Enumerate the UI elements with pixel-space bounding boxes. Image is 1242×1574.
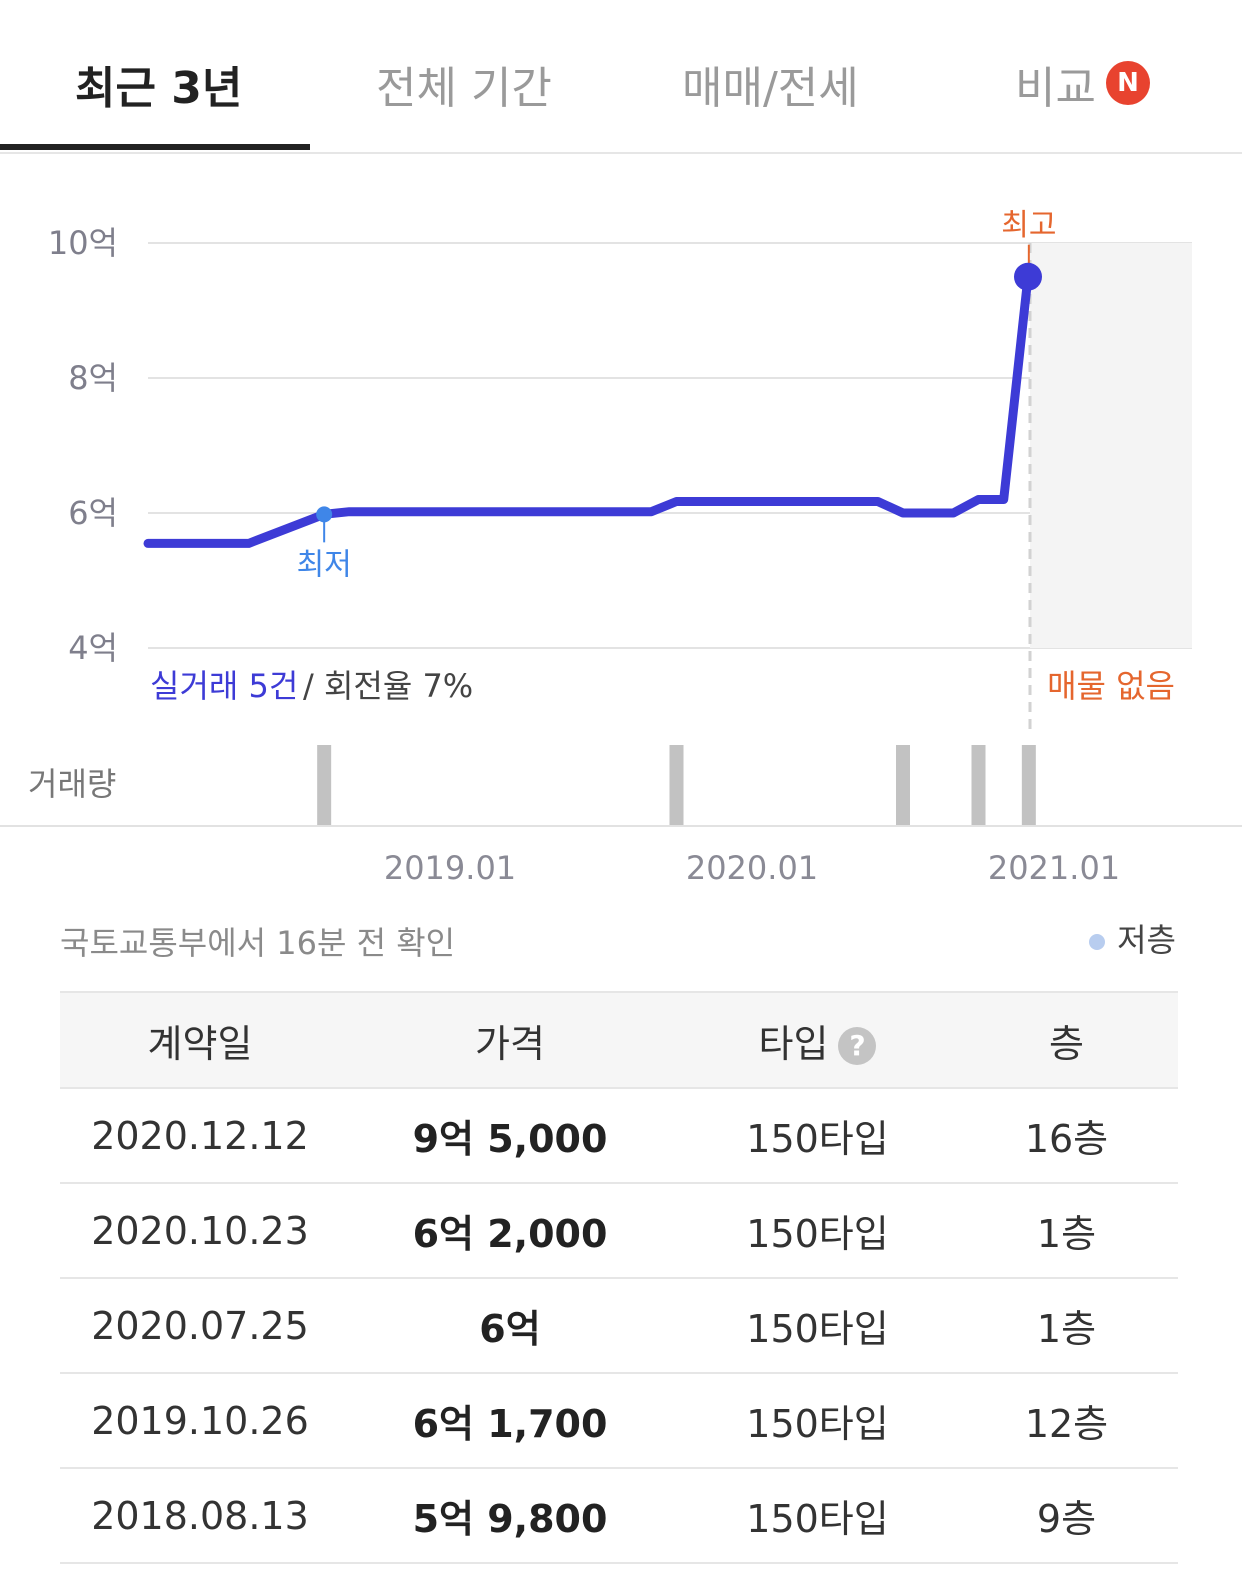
volume-bar [669,745,684,825]
row-type: 150타입 [680,1183,955,1279]
period-tabs: 최근 3년 전체 기간 매매/전세 비교 N [0,0,1242,154]
row-type: 150타입 [680,1468,955,1564]
tab-all-period[interactable]: 전체 기간 [376,63,552,114]
no-listing-label: 매물 없음 [1047,667,1175,705]
y-tick-label: 4억 [68,629,118,667]
row-date: 2018.08.13 [60,1468,340,1564]
row-type: 150타입 [680,1088,955,1184]
header-contract-date: 계약일 [60,991,340,1089]
high-point-label: 최고 [1001,208,1056,243]
table-row[interactable]: 2020.12.12 9억 5,000 150타입 16층 [60,1088,1178,1184]
volume-label: 거래량 [28,765,116,803]
row-floor: 12층 [955,1373,1178,1469]
header-floor: 층 [955,991,1178,1089]
row-floor: 1층 [955,1278,1178,1374]
price-series-line [143,272,1033,548]
volume-bar [317,745,332,825]
new-badge: N [1106,61,1150,105]
data-source-note: 국토교통부에서 16분 전 확인 [60,924,456,962]
low-point-label: 최저 [297,547,352,582]
row-date: 2020.10.23 [60,1183,340,1279]
row-price: 9억 5,000 [340,1088,680,1184]
row-type: 150타입 [680,1373,955,1469]
help-icon[interactable]: ? [838,1027,877,1065]
tab-recent-3-years[interactable]: 최근 3년 [75,63,243,114]
row-type: 150타입 [680,1278,955,1374]
x-tick-label: 2020.01 [686,849,818,887]
volume-baseline [0,825,1242,827]
tab-compare[interactable]: 비교 [1015,63,1096,114]
row-price: 6억 [340,1278,680,1374]
legend-low-floor: 저층 [1089,915,1176,961]
current-price-marker[interactable] [1014,262,1042,291]
table-row[interactable]: 2020.07.25 6억 150타입 1층 [60,1278,1178,1374]
turnover-rate: / 회전율 7% [303,667,473,705]
header-type: 타입? [680,991,955,1089]
active-tab-indicator [0,144,310,150]
volume-bar [1021,745,1036,825]
row-price: 5억 9,800 [340,1468,680,1564]
y-tick-label: 10억 [48,224,118,262]
tab-sale-jeonse[interactable]: 매매/전세 [682,63,859,114]
y-tick-label: 8억 [68,359,118,397]
legend-label: 저층 [1117,921,1176,959]
future-shade [1030,243,1192,648]
low-floor-dot-icon [1089,934,1106,950]
header-price: 가격 [340,991,680,1089]
row-date: 2020.12.12 [60,1088,340,1184]
header-type-label: 타입 [758,1021,829,1066]
table-row[interactable]: 2018.08.13 5억 9,800 150타입 9층 [60,1468,1178,1564]
row-price: 6억 2,000 [340,1183,680,1279]
row-date: 2019.10.26 [60,1373,340,1469]
table-row[interactable]: 2020.10.23 6억 2,000 150타입 1층 [60,1183,1178,1279]
row-floor: 16층 [955,1088,1178,1184]
row-date: 2020.07.25 [60,1278,340,1374]
volume-bar [971,745,986,825]
x-tick-label: 2021.01 [988,849,1120,887]
transaction-count[interactable]: 실거래 5건 [150,667,298,705]
table-row[interactable]: 2019.10.26 6억 1,700 150타입 12층 [60,1373,1178,1469]
low-point-marker[interactable] [316,506,333,523]
row-floor: 9층 [955,1468,1178,1564]
y-tick-label: 6억 [68,494,118,532]
transaction-table: 계약일 가격 타입? 층 2020.12.12 9억 5,000 150타입 1… [60,991,1178,1564]
row-floor: 1층 [955,1183,1178,1279]
price-chart: 10억 8억 6억 4억 최저 최고 실거래 5건 / 회전율 7% 매물 없음 거래량… [28,208,1192,887]
volume-bar [896,745,910,825]
row-price: 6억 1,700 [340,1373,680,1469]
x-tick-label: 2019.01 [384,849,516,887]
